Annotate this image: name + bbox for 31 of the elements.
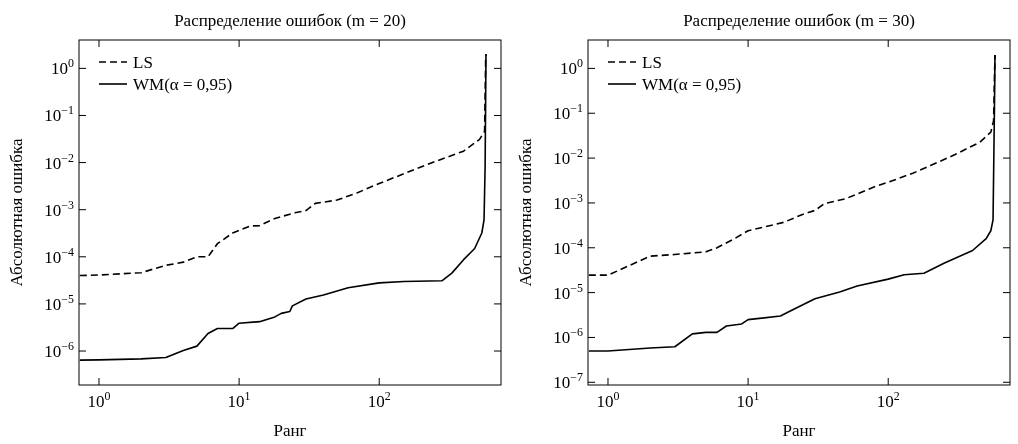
y-tick-label: 10$^{−2}$ [553, 146, 584, 169]
y-tick-label: 10$^{−5}$ [44, 291, 75, 314]
x-tick-label: 10$^{0}$ [87, 389, 111, 411]
y-tick-label: 10$^{−1}$ [553, 101, 584, 124]
y-tick-label: 10$^{−5}$ [553, 280, 584, 303]
y-tick-label: 10$^{−6}$ [44, 339, 75, 362]
y-tick-label: 10$^{−3}$ [44, 197, 75, 220]
y-axis-title: Абсолютная ошибка [7, 138, 26, 287]
y-tick-label: 10$^{−6}$ [553, 325, 584, 348]
chart-title: Распределение ошибок (m = 30) [683, 11, 915, 30]
x-tick-label: 10$^{1}$ [736, 389, 760, 411]
y-tick-label: 10$^{−2}$ [44, 150, 75, 173]
y-tick-label: 10$^{−4}$ [44, 244, 75, 267]
x-axis-title: Ранг [273, 421, 307, 440]
legend-label: LS [642, 53, 662, 72]
legend-label: LS [133, 53, 153, 72]
chart-title: Распределение ошибок (m = 20) [174, 11, 406, 30]
x-tick-label: 10$^{1}$ [227, 389, 251, 411]
x-tick-label: 10$^{0}$ [596, 389, 620, 411]
y-tick-label: 10$^{−4}$ [553, 235, 584, 258]
y-tick-label: 10$^{−1}$ [44, 103, 75, 126]
legend-label: WM(α = 0,95) [642, 75, 742, 94]
y-tick-label: 10$^{0}$ [51, 56, 75, 79]
x-tick-label: 10$^{2}$ [367, 389, 391, 411]
y-tick-label: 10$^{−7}$ [553, 370, 584, 393]
x-axis-title: Ранг [782, 421, 816, 440]
legend-label: WM(α = 0,95) [133, 75, 233, 94]
y-axis-title: Абсолютная ошибка [516, 138, 535, 287]
y-tick-label: 10$^{−3}$ [553, 190, 584, 213]
x-tick-label: 10$^{2}$ [876, 389, 900, 411]
y-tick-label: 10$^{0}$ [560, 56, 584, 79]
